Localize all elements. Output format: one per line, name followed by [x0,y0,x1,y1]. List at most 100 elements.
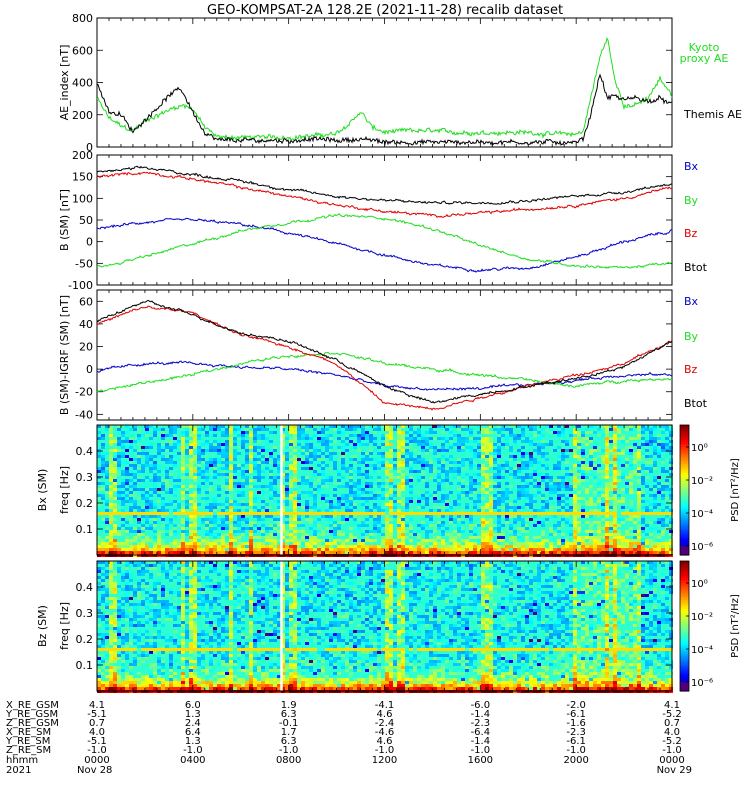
panel-2-series-bz [96,305,673,411]
panel-3-y-tick-label: 0.3 [76,471,94,484]
ephemeris-cell: -5.2 [662,709,682,720]
ephemeris-cell: -6.1 [566,736,586,747]
legend-kyoto-proxy-ae-line1: Kyoto [689,41,720,54]
panel-1-legend-by: By [684,194,699,207]
panel-4-spectrogram [97,561,673,693]
panel-3-y-tick-label: 0.1 [76,523,94,536]
ephemeris-row-label: X_RE_GSM [6,700,59,711]
figure-title: GEO-KOMPSAT-2A 128.2E (2021-11-28) recal… [207,3,563,18]
panel-4-colorbar: 10⁰ 10⁻² 10⁻⁴ 10⁻⁶ PSD [nT²/Hz] [679,560,741,692]
ephemeris-cell: 0000 [84,755,109,766]
ephemeris-cell: -6.4 [471,727,491,738]
panel-4-y-axis-label-freq: freq [Hz] [58,602,71,650]
ephemeris-cell: 2.4 [185,718,201,729]
panel-1-y-tick-label: -100 [68,279,93,292]
panel-4-y-axis-label-component: Bz (SM) [36,605,49,647]
ephemeris-cell: 0.7 [89,718,105,729]
panel-4-y-tick-label: 0.2 [76,633,94,646]
ephemeris-cell: -1.0 [375,745,395,756]
ephemeris-cell: 1.7 [281,727,297,738]
ephemeris-cell: -5.1 [87,709,107,720]
ephemeris-cell: -2.3 [471,718,491,729]
panel-2-series-btot [96,299,673,404]
ephemeris-cell: 1.3 [185,709,201,720]
ephemeris-row-label: Y_RE_SM [5,736,50,747]
panel-3-colorbar-label: PSD [nT²/Hz] [730,458,741,522]
panel-1-series-by [96,213,673,269]
panel-1-y-tick-label: 50 [79,214,93,227]
panel-3-y-tick-label: 0.4 [76,445,94,458]
panel-2-series-by [96,351,673,393]
panel-2-y-tick-label: 20 [79,341,93,354]
ephemeris-cell: 1200 [372,755,397,766]
ephemeris-cell: -1.0 [662,745,682,756]
panel-3-spectrogram [97,425,673,557]
ephemeris-cell: Nov 28 [77,765,112,776]
ephemeris-cell: -1.0 [471,745,491,756]
ephemeris-cell: 4.6 [377,709,393,720]
ephemeris-row-label: Y_RE_GSM [5,709,58,720]
panel-1-y-tick-label: -50 [75,257,93,270]
panel-0-series-themis-ae [97,73,673,147]
panel-3-colorbar-frame [679,424,690,556]
panel-1-y-tick-label: 100 [72,192,93,205]
ephemeris-cell: -4.6 [375,727,395,738]
panel-0-y-tick-label: 400 [72,77,93,90]
panel-2-frame [96,289,673,421]
ephemeris-cell: 2000 [563,755,588,766]
ephemeris-cell: -0.1 [279,718,299,729]
ephemeris-cell: 0.7 [664,718,680,729]
ephemeris-cell: 6.3 [281,709,297,720]
ephemeris-cell: 1.3 [185,736,201,747]
ephemeris-cell: 4.1 [89,700,105,711]
ephemeris-cell: 6.4 [185,727,201,738]
panel-4-colorbar-tick-label: 10⁻² [691,612,713,623]
panel-2-legend-bz: Bz [684,363,698,376]
panel-3-colorbar: 10⁰ 10⁻² 10⁻⁴ 10⁻⁶ PSD [nT²/Hz] [679,424,741,556]
panel-3-colorbar-tick-label: 10⁻⁴ [691,509,713,520]
ephemeris-cell: -2.3 [566,727,586,738]
panel-4-y-tick-label: 0.4 [76,581,94,594]
panel-0-y-axis-label: AE_index [nT] [58,45,71,121]
ephemeris-cell: 0800 [276,755,301,766]
ephemeris-cell: 4.0 [664,727,680,738]
panel-2-y-tick-label: -20 [75,386,93,399]
panel-1-y-tick-label: 150 [72,171,93,184]
ephemeris-cell: 0400 [180,755,205,766]
panel-1-series-bx [96,217,673,273]
panel-1-legend-btot: Btot [684,261,708,274]
ephemeris-cell: -5.1 [87,736,107,747]
legend-themis-ae: Themis AE [683,108,742,121]
panel-2-y-tick-label: -40 [75,408,93,421]
panel-1-y-tick-label: 0 [86,236,93,249]
ephemeris-cell: 4.0 [89,727,105,738]
panel-1-legend-bx: Bx [684,160,699,173]
ephemeris-row-label: hhmm [6,755,38,766]
ephemeris-cell: Nov 29 [657,765,692,776]
panel-4-colorbar-tick-label: 10⁻⁶ [691,678,713,689]
legend-kyoto-proxy-ae-line2: proxy AE [680,52,729,65]
panel-2-y-tick-label: 40 [79,318,93,331]
panel-1-series-btot [96,165,673,205]
panel-3-colorbar-tick-label: 10⁻² [691,476,713,487]
ephemeris-cell: -4.1 [375,700,395,711]
panel-4-colorbar-tick-label: 10⁰ [691,579,708,590]
panel-1-legend-bz: Bz [684,227,698,240]
panel-4-y-tick-label: 0.3 [76,607,94,620]
ephemeris-cell: -1.4 [471,709,491,720]
ephemeris-cell: -2.0 [566,700,586,711]
panel-1-y-axis-label: B (SM) [nT] [58,189,71,251]
panel-2-y-tick-label: 60 [79,295,93,308]
panel-2-legend-by: By [684,330,699,343]
ephemeris-cell: -1.0 [279,745,299,756]
ephemeris-row-label: Z_RE_GSM [6,718,59,729]
ephemeris-cell: 1600 [468,755,493,766]
panel-3-colorbar-tick-label: 10⁰ [691,443,708,454]
ephemeris-cell: 6.0 [185,700,201,711]
ephemeris-cell: 1.9 [281,700,297,711]
panel-3-y-axis-label-component: Bx (SM) [36,469,49,512]
panel-0-y-tick-label: 800 [72,12,93,25]
ephemeris-cell: -1.4 [471,736,491,747]
